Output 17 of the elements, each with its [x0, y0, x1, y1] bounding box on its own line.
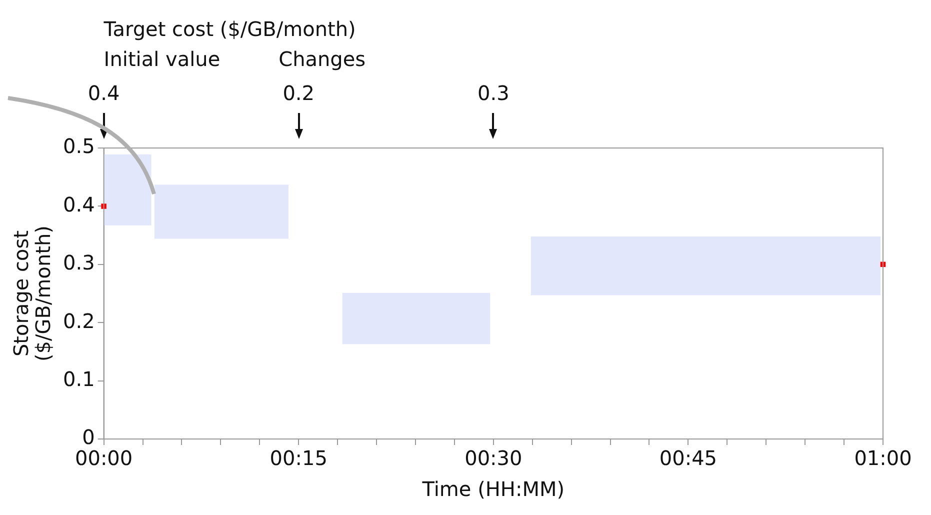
text: 0.2 [282, 81, 315, 105]
x-tick-label: 00:30 [464, 446, 522, 470]
x-tick-label: 00:15 [270, 446, 328, 470]
y-tick-label: 0.2 [62, 308, 95, 333]
text: Target cost ($/GB/month) [102, 17, 356, 41]
x-axis-title: Time (HH:MM) [421, 477, 565, 502]
y-axis-title: Storage cost ($/GB/month) [9, 226, 56, 362]
text: Initial value [104, 47, 220, 71]
y-tick-label: 0.4 [62, 192, 95, 216]
text: 0.4 [88, 81, 120, 105]
x-tick-label: 00:45 [659, 446, 718, 470]
y-tick-label: 0.5 [62, 134, 95, 158]
y-tick-label: 0.3 [62, 250, 95, 275]
text: 0.3 [477, 81, 510, 105]
y-tick-label: 0.1 [62, 367, 95, 392]
x-tick-label: 01:00 [854, 446, 912, 470]
text: Changes [278, 47, 366, 71]
